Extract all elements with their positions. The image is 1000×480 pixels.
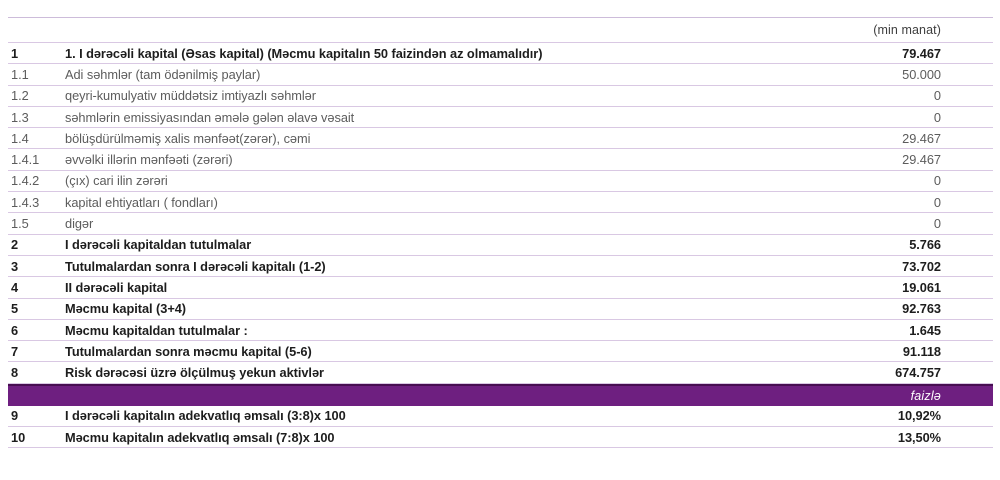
row-number: 1.4.1 [11,152,40,168]
table-row: 1.3 səhmlərin emissiyasından əmələ gələn… [8,107,993,129]
row-label: bölüşdürülməmiş xalis mənfəət(zərər), cə… [65,130,311,146]
row-number: 4 [11,279,19,295]
row-number: 1 [11,45,19,61]
row-value: 0 [933,194,941,210]
row-number: 10 [11,429,26,445]
row-number: 2 [11,237,19,253]
table-row: 1.1 Adi səhmlər (tam ödənilmiş paylar) 5… [8,64,993,86]
row-label: (çıx) cari ilin zərəri [65,173,168,189]
row-value: 0 [933,88,941,104]
table-row: 1.4 bölüşdürülməmiş xalis mənfəət(zərər)… [8,128,993,150]
row-label: digər [65,216,94,232]
row-value: 92.763 [902,301,941,317]
row-label: 1. I dərəcəli kapital (Əsas kapital) (Mə… [65,45,543,61]
row-label: Adi səhmlər (tam ödənilmiş paylar) [65,66,261,82]
row-value: 19.061 [902,279,941,295]
row-number: 1.4.3 [11,194,40,210]
row-value: 0 [933,109,941,125]
row-value: 674.757 [895,365,941,381]
row-value: 10,92% [897,408,941,424]
table-row: 6 Məcmu kapitaldan tutulmalar : 1.645 [8,320,993,342]
table-row: 10 Məcmu kapitalın adekvatlıq əmsalı (7:… [8,427,993,449]
row-label: II dərəcəli kapital [65,279,168,295]
row-label: kapital ehtiyatları ( fondları) [65,194,218,210]
row-label: Tutulmalardan sonra I dərəcəli kapitalı … [65,258,326,274]
row-number: 1.1 [11,66,29,82]
table-row: 1.5 digər 0 [8,213,993,235]
row-label: Məcmu kapitalın adekvatlıq əmsalı (7:8)x… [65,429,335,445]
row-number: 9 [11,408,19,424]
row-value: 91.118 [902,343,941,359]
table-row: 5 Məcmu kapital (3+4) 92.763 [8,299,993,320]
table-row: 3 Tutulmalardan sonra I dərəcəli kapital… [8,256,993,278]
row-value: 50.000 [902,66,941,82]
unit-label: (min manat) [873,23,941,37]
unit-header-row: (min manat) [8,17,993,43]
row-number: 1.3 [11,109,29,125]
table-row: 4 II dərəcəli kapital 19.061 [8,277,993,299]
table-row: 7 Tutulmalardan sonra məcmu kapital (5-6… [8,341,993,363]
row-number: 3 [11,258,19,274]
row-value: 29.467 [902,152,941,168]
percent-unit-label: faizlə [910,388,941,403]
percent-section-band: faizlə [8,383,993,406]
row-label: Məcmu kapital (3+4) [65,301,187,317]
row-number: 1.4.2 [11,173,40,189]
table-row: 9 I dərəcəli kapitalın adekvatlıq əmsalı… [8,406,993,428]
row-label: I dərəcəli kapitalın adekvatlıq əmsalı (… [65,408,346,424]
table-row: 1.4.1 əvvəlki illərin mənfəəti (zərəri) … [8,149,993,171]
row-value: 29.467 [902,130,941,146]
row-value: 13,50% [897,429,941,445]
row-number: 5 [11,301,19,317]
row-value: 73.702 [902,258,941,274]
row-number: 1.4 [11,130,29,146]
row-value: 0 [933,173,941,189]
row-label: Tutulmalardan sonra məcmu kapital (5-6) [65,343,312,359]
table-row: 1.4.3 kapital ehtiyatları ( fondları) 0 [8,192,993,214]
row-value: 5.766 [909,237,941,253]
row-value: 1.645 [909,322,941,338]
capital-adequacy-table: (min manat) 1 1. I dərəcəli kapital (Əsa… [8,17,993,449]
row-label: Məcmu kapitaldan tutulmalar : [65,322,248,338]
row-number: 7 [11,343,19,359]
row-label: I dərəcəli kapitaldan tutulmalar [65,237,252,253]
table-row: 2 I dərəcəli kapitaldan tutulmalar 5.766 [8,235,993,256]
row-label: səhmlərin emissiyasından əmələ gələn əla… [65,109,355,125]
row-number: 1.5 [11,216,29,232]
row-number: 8 [11,365,19,381]
table-row: 1.2 qeyri-kumulyativ müddətsiz imtiyazlı… [8,86,993,107]
table-row: 1 1. I dərəcəli kapital (Əsas kapital) (… [8,43,993,65]
row-number: 6 [11,322,19,338]
table-row: 8 Risk dərəcəsi üzrə ölçülmuş yekun akti… [8,362,993,384]
row-value: 0 [933,216,941,232]
row-label: əvvəlki illərin mənfəəti (zərəri) [65,152,233,168]
row-number: 1.2 [11,88,29,104]
row-label: qeyri-kumulyativ müddətsiz imtiyazlı səh… [65,88,316,104]
table-row: 1.4.2 (çıx) cari ilin zərəri 0 [8,171,993,193]
row-label: Risk dərəcəsi üzrə ölçülmuş yekun aktivl… [65,365,324,381]
row-value: 79.467 [902,45,941,61]
